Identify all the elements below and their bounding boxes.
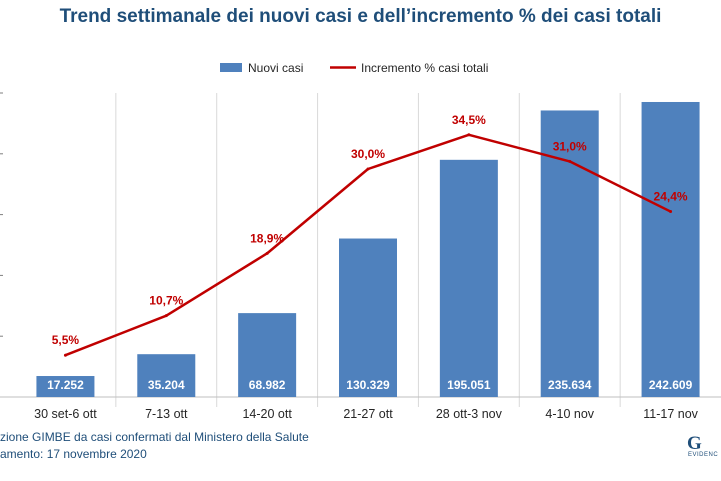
bar-nuovi-casi [540,110,599,397]
bar-value-label: 17.252 [47,378,84,392]
x-tick-label: 28 ott-3 nov [436,407,503,421]
line-point [164,314,168,318]
bar-nuovi-casi [439,159,498,397]
bar-value-label: 195.051 [447,378,491,392]
line-value-label: 18,9% [250,231,284,245]
legend-label-incremento: Incremento % casi totali [361,61,488,75]
bar-nuovi-casi [641,101,700,397]
gimbe-logo: G EVIDENC [685,433,721,461]
bar-value-label: 242.609 [649,378,693,392]
chart-title: Trend settimanale dei nuovi casi e dell’… [59,6,662,27]
line-value-label: 10,7% [149,294,183,308]
x-tick-label: 4-10 nov [545,407,594,421]
bar-nuovi-casi [36,376,95,397]
x-tick-label: 7-13 ott [145,407,188,421]
plot-area: 17.252 30 set-6 ott 35.204 7-13 ott 68.982 14… [0,92,721,421]
bar-value-label: 68.982 [249,378,286,392]
bar-nuovi-casi [339,238,397,397]
line-point [63,353,67,357]
bar-value-label: 35.204 [148,378,185,392]
line-point [265,251,269,255]
legend-swatch-nuovi-casi [220,63,242,72]
x-tick-label: 21-27 ott [343,407,393,421]
x-tick-label: 30 set-6 ott [34,407,97,421]
bar-nuovi-casi [137,354,196,397]
line-value-label: 31,0% [553,139,587,153]
logo-mark: G [687,433,702,454]
line-point [669,210,673,214]
x-tick-label: 11-17 nov [643,407,698,421]
bar-value-label: 235.634 [548,378,592,392]
legend-label-nuovi-casi: Nuovi casi [248,61,303,75]
logo-subtext: EVIDENC [688,452,719,458]
line-value-label: 24,4% [654,190,688,204]
line-value-label: 5,5% [52,333,80,347]
source-note: zione GIMBE da casi confermati dal Minis… [0,430,309,444]
line-point [568,159,572,163]
line-point [467,133,471,137]
line-value-label: 34,5% [452,113,486,127]
bar-nuovi-casi [238,313,297,397]
line-point [366,167,370,171]
x-tick-label: 14-20 ott [242,407,292,421]
bar-value-label: 130.329 [346,378,390,392]
line-value-label: 30,0% [351,147,385,161]
update-note: amento: 17 novembre 2020 [0,447,147,461]
legend: Nuovi casi Incremento % casi totali [220,61,488,75]
